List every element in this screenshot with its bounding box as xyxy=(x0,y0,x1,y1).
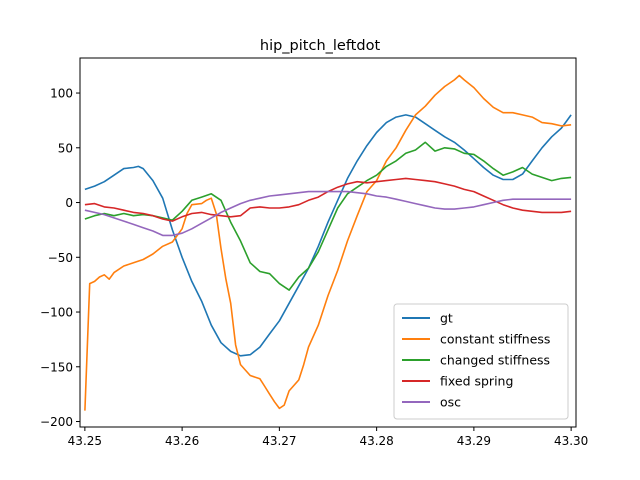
y-tick-label: 100 xyxy=(50,87,73,101)
legend-label: changed stiffness xyxy=(440,353,550,368)
x-tick-label: 43.29 xyxy=(457,434,491,448)
series-line-changed-stiffness xyxy=(84,141,572,291)
x-axis: 43.25 43.26 43.27 43.28 43.29 43.30 xyxy=(68,427,588,448)
x-tick-label: 43.27 xyxy=(262,434,296,448)
series-line-osc xyxy=(84,190,572,237)
plot-frame xyxy=(79,57,577,428)
x-tick-label: 43.26 xyxy=(165,434,199,448)
legend-label: osc xyxy=(440,395,461,410)
y-tick-label: −200 xyxy=(40,415,73,429)
legend-label: gt xyxy=(440,311,453,326)
y-tick-label: 0 xyxy=(65,196,73,210)
series-layer xyxy=(84,74,572,411)
legend-label: fixed spring xyxy=(440,374,513,389)
series-line-gt xyxy=(84,114,572,357)
legend-box xyxy=(393,303,569,420)
series-line-constant-stiffness xyxy=(84,74,572,411)
legend: gt constant stiffness changed stiffness fix… xyxy=(393,303,569,420)
legend-label: constant stiffness xyxy=(440,332,550,347)
y-tick-label: −100 xyxy=(40,306,73,320)
y-tick-label: −50 xyxy=(48,251,73,265)
y-tick-label: −150 xyxy=(40,360,73,374)
x-tick-label: 43.30 xyxy=(554,434,588,448)
y-axis: −200 −150 −100 −50 0 50 100 xyxy=(40,87,80,429)
x-tick-label: 43.28 xyxy=(359,434,393,448)
x-tick-label: 43.25 xyxy=(68,434,102,448)
chart-title: hip_pitch_leftdot xyxy=(260,38,381,54)
y-tick-label: 50 xyxy=(58,141,73,155)
